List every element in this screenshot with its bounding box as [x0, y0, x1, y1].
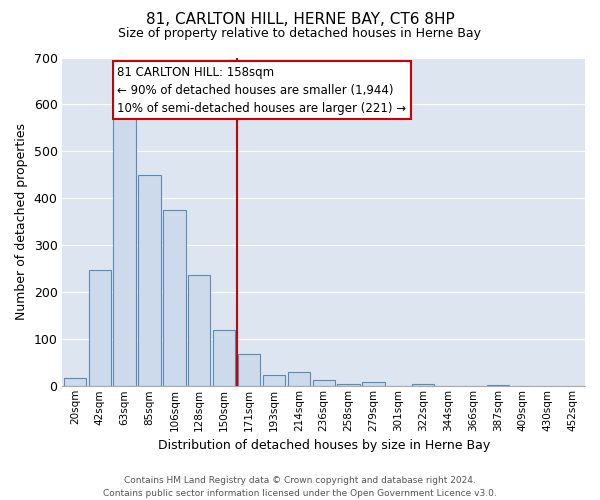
Bar [213, 330, 235, 386]
Bar [337, 384, 360, 386]
Bar [113, 113, 136, 386]
Bar [188, 276, 211, 386]
X-axis label: Distribution of detached houses by size in Herne Bay: Distribution of detached houses by size … [158, 440, 490, 452]
Bar [163, 210, 185, 386]
Text: 81 CARLTON HILL: 158sqm
← 90% of detached houses are smaller (1,944)
10% of semi: 81 CARLTON HILL: 158sqm ← 90% of detache… [117, 66, 406, 114]
Bar [313, 380, 335, 386]
Bar [238, 354, 260, 386]
Bar [139, 175, 161, 386]
Bar [412, 384, 434, 386]
Bar [64, 378, 86, 386]
Text: 81, CARLTON HILL, HERNE BAY, CT6 8HP: 81, CARLTON HILL, HERNE BAY, CT6 8HP [146, 12, 454, 28]
Bar [89, 270, 111, 386]
Bar [487, 385, 509, 386]
Bar [362, 382, 385, 386]
Text: Contains HM Land Registry data © Crown copyright and database right 2024.
Contai: Contains HM Land Registry data © Crown c… [103, 476, 497, 498]
Y-axis label: Number of detached properties: Number of detached properties [15, 124, 28, 320]
Text: Size of property relative to detached houses in Herne Bay: Size of property relative to detached ho… [119, 28, 482, 40]
Bar [287, 372, 310, 386]
Bar [263, 375, 285, 386]
